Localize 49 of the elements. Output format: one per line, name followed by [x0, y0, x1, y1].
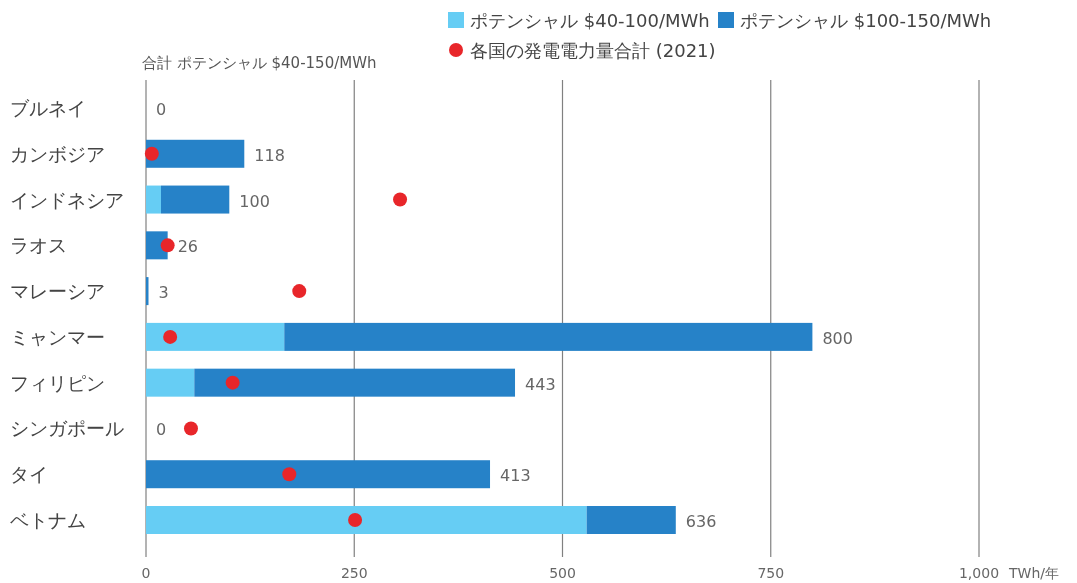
bar: [146, 506, 587, 534]
y-tick-label: フィリピン: [10, 371, 105, 394]
point: [163, 329, 178, 344]
y-tick-label: タイ: [10, 463, 48, 486]
point: [282, 467, 297, 482]
y-tick-label: ブルネイ: [10, 97, 86, 119]
point: [225, 375, 240, 390]
legend-label: ポテンシャル $40-100/MWh: [470, 10, 710, 31]
total-label: 443: [525, 374, 556, 394]
total-label: 636: [685, 512, 717, 531]
point: [292, 284, 307, 299]
bar: [146, 322, 285, 351]
y-tick-label: ラオス: [10, 234, 67, 257]
y-tick-label: インドネシア: [10, 188, 124, 211]
total-label: 100: [239, 191, 270, 211]
legend-label: 各国の発電電力量合計 (2021): [470, 40, 716, 61]
x-tick-label: 750: [757, 565, 785, 581]
total-label: 0: [156, 100, 167, 119]
bar: [146, 460, 491, 489]
bar: [284, 322, 813, 351]
x-tick-label: 0: [141, 565, 151, 581]
bar: [194, 368, 516, 397]
bar: [146, 368, 195, 397]
point: [160, 238, 175, 253]
y-tick-label: ベトナム: [10, 509, 86, 531]
y-tick-label: ミャンマー: [10, 325, 105, 348]
y-tick-label: マレーシア: [10, 280, 105, 303]
point: [348, 513, 363, 527]
point: [183, 421, 198, 436]
text: 合計 ポテンシャル $40-150/MWh: [142, 54, 377, 72]
total-label: 26: [177, 237, 199, 257]
bar: [146, 185, 161, 214]
bar: [160, 185, 230, 214]
point: [393, 192, 408, 207]
point: [144, 146, 159, 161]
total-label: 800: [822, 328, 853, 348]
y-tick-label: シンガポール: [10, 417, 124, 440]
x-tick-label: 500: [549, 565, 576, 581]
bar: [586, 506, 676, 534]
x-axis-title: TWh/年: [1008, 565, 1059, 581]
x-tick-label: 250: [340, 565, 368, 581]
x-tick-label: 1,000: [958, 565, 1000, 581]
total-label: 0: [156, 420, 167, 440]
total-label: 3: [158, 283, 169, 303]
legend-label: ポテンシャル $100-150/MWh: [740, 10, 992, 31]
total-label: 413: [500, 466, 531, 486]
total-label: 118: [254, 145, 285, 165]
y-tick-label: カンボジア: [10, 142, 105, 165]
bar: [146, 139, 245, 168]
